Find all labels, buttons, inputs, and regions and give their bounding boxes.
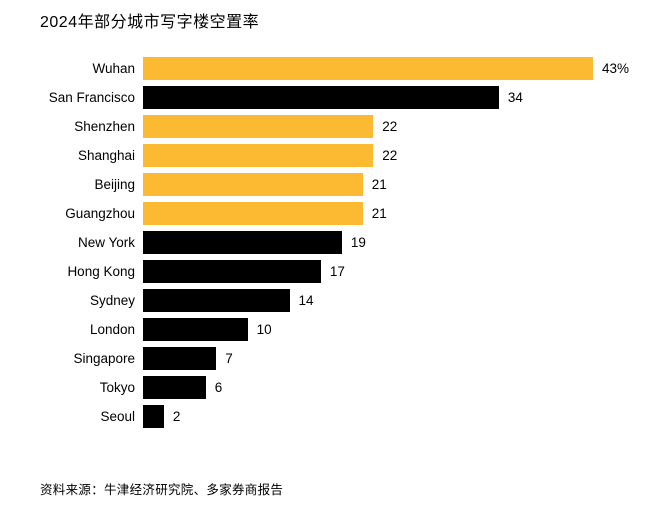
category-label: Shenzhen xyxy=(74,119,135,134)
bar xyxy=(143,173,363,196)
category-label: Singapore xyxy=(73,351,135,366)
bar-chart: Wuhan 43% San Francisco 34 Shenzhen 22 Shangha… xyxy=(0,57,649,434)
bar xyxy=(143,144,374,167)
value-label: 22 xyxy=(382,119,398,134)
bar-row: Hong Kong 17 xyxy=(0,260,649,283)
bar xyxy=(143,289,290,312)
value-label: 34 xyxy=(507,90,523,105)
value-label: 21 xyxy=(371,206,387,221)
value-label: 19 xyxy=(350,235,366,250)
value-label: 17 xyxy=(329,264,345,279)
category-label: Guangzhou xyxy=(65,206,135,221)
bar-row: Tokyo 6 xyxy=(0,376,649,399)
value-label: 10 xyxy=(256,322,272,337)
category-label: Sydney xyxy=(89,293,135,308)
category-label: Seoul xyxy=(100,409,135,424)
value-label: 6 xyxy=(214,380,223,395)
category-label: Beijing xyxy=(94,177,135,192)
bar-row: New York 19 xyxy=(0,231,649,254)
chart-title: 2024年部分城市写字楼空置率 xyxy=(40,14,260,31)
bar xyxy=(143,405,164,428)
source-note: 资料来源：牛津经济研究院、多家券商报告 xyxy=(40,483,284,497)
bar xyxy=(143,202,363,225)
bar-row: San Francisco 34 xyxy=(0,86,649,109)
bar-row: Wuhan 43% xyxy=(0,57,649,80)
value-label: 14 xyxy=(298,293,314,308)
bar-row: Singapore 7 xyxy=(0,347,649,370)
bar xyxy=(143,260,321,283)
category-label: San Francisco xyxy=(48,90,135,105)
bar-row: Beijing 21 xyxy=(0,173,649,196)
bar xyxy=(143,231,342,254)
bar-row: Shanghai 22 xyxy=(0,144,649,167)
category-label: Hong Kong xyxy=(67,264,135,279)
bar xyxy=(143,86,499,109)
bar-row: Guangzhou 21 xyxy=(0,202,649,225)
category-label: London xyxy=(89,322,135,337)
value-label: 2 xyxy=(172,409,181,424)
bar xyxy=(143,57,593,80)
bar-row: London 10 xyxy=(0,318,649,341)
bar-row: Sydney 14 xyxy=(0,289,649,312)
category-label: New York xyxy=(77,235,135,250)
bar-row: Shenzhen 22 xyxy=(0,115,649,138)
category-label: Shanghai xyxy=(77,148,135,163)
bar xyxy=(143,376,206,399)
value-label: 22 xyxy=(382,148,398,163)
value-label: 43% xyxy=(602,61,630,76)
bar xyxy=(143,318,248,341)
bar xyxy=(143,347,217,370)
category-label: Wuhan xyxy=(92,61,135,76)
category-label: Tokyo xyxy=(99,380,135,395)
bar xyxy=(143,115,374,138)
value-label: 7 xyxy=(225,351,233,366)
bar-row: Seoul 2 xyxy=(0,405,649,428)
value-label: 21 xyxy=(371,177,387,192)
